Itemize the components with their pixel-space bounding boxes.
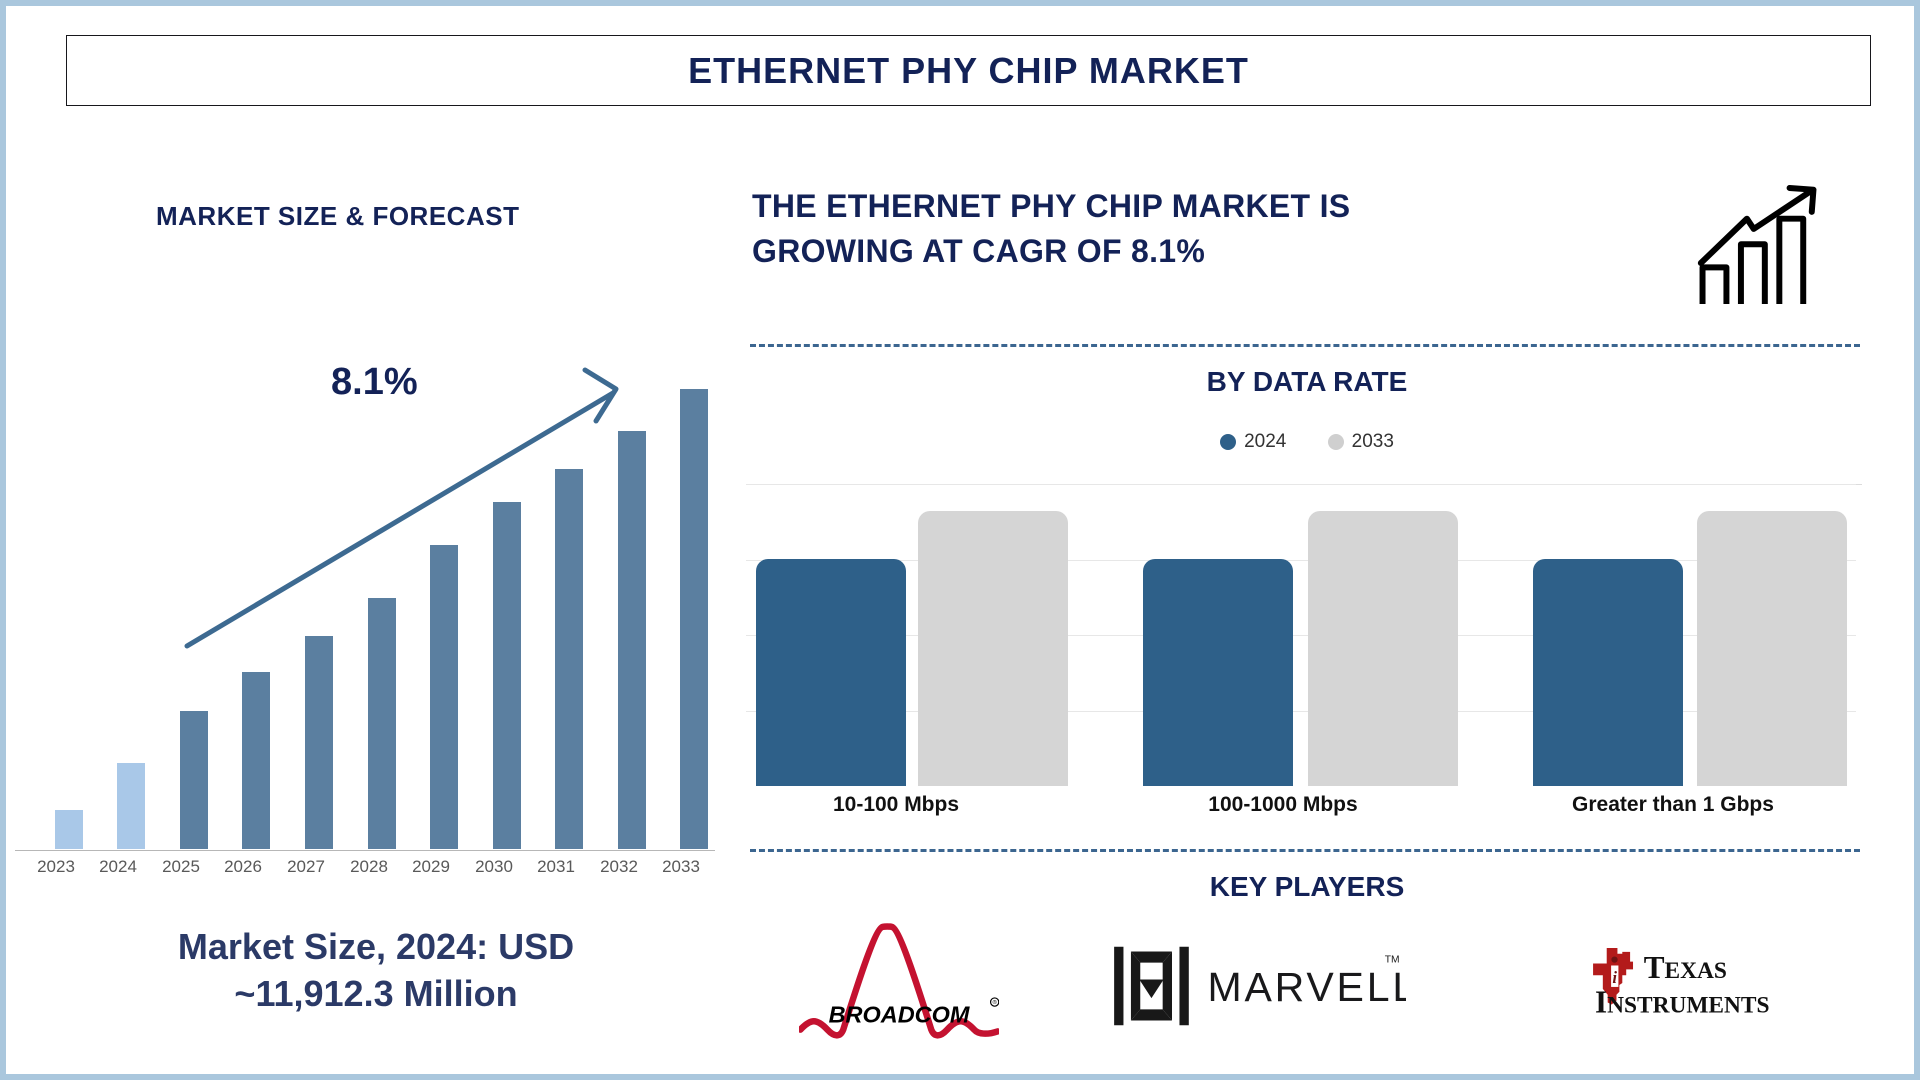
svg-text:®: ® [993, 999, 998, 1006]
svg-text:TM: TM [1385, 955, 1400, 966]
svg-text:BROADCOM: BROADCOM [829, 1002, 970, 1028]
svg-text:TEXAS: TEXAS [1644, 950, 1727, 985]
svg-text:MARVELL: MARVELL [1207, 964, 1406, 1010]
svg-text:i: i [1612, 968, 1617, 987]
svg-text:INSTRUMENTS: INSTRUMENTS [1595, 984, 1769, 1019]
